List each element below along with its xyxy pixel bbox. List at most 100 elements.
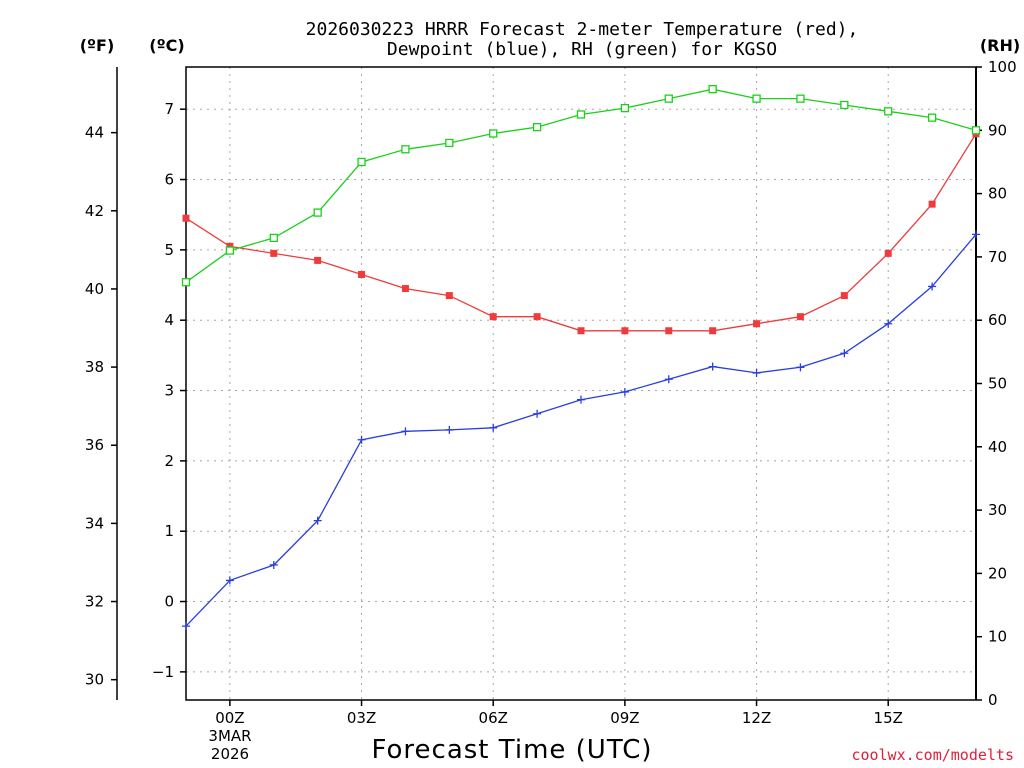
rh-tick-label: 80 bbox=[988, 185, 1007, 203]
dewpoint-point bbox=[620, 387, 629, 396]
dewpoint-point bbox=[577, 395, 585, 404]
rh-tick-label: 10 bbox=[988, 628, 1007, 646]
rh-tick-label: 0 bbox=[988, 691, 998, 709]
fahrenheit-tick-label: 30 bbox=[85, 671, 104, 689]
plot-frame bbox=[185, 66, 977, 701]
rh-tick-label: 70 bbox=[988, 248, 1007, 266]
rh-point bbox=[576, 110, 586, 119]
dewpoint-point bbox=[445, 425, 454, 434]
2-meter-temperature-point bbox=[182, 214, 190, 222]
rh-point bbox=[796, 94, 805, 103]
fahrenheit-tick-label: 44 bbox=[85, 124, 104, 142]
celsius-tick-label: 6 bbox=[164, 171, 174, 189]
rh-point bbox=[840, 100, 849, 110]
dewpoint-point bbox=[664, 375, 673, 384]
chart-title-line1: 2026030223 HRRR Forecast 2-meter Tempera… bbox=[306, 19, 859, 40]
x-tick-label: 00Z bbox=[215, 709, 244, 727]
dewpoint-point bbox=[884, 319, 893, 328]
dewpoint-point bbox=[972, 230, 980, 239]
rh-tick-label: 50 bbox=[988, 375, 1007, 393]
axes: −101234567303234363840424401020304050607… bbox=[85, 58, 1017, 727]
celsius-unit-label: (ºC) bbox=[149, 36, 184, 55]
data-series bbox=[181, 85, 981, 631]
2-meter-temperature-point bbox=[621, 327, 629, 335]
celsius-tick-label: −1 bbox=[152, 663, 174, 681]
x-tick-label: 09Z bbox=[610, 709, 639, 727]
rh-tick-label: 30 bbox=[988, 501, 1007, 519]
dewpoint-line bbox=[185, 233, 977, 627]
rh-tick-label: 20 bbox=[988, 564, 1007, 582]
fahrenheit-tick-label: 34 bbox=[85, 514, 104, 532]
date-day-label: 3MAR bbox=[208, 727, 251, 745]
rh-point bbox=[181, 278, 191, 287]
rh-point bbox=[532, 122, 542, 132]
celsius-tick-label: 4 bbox=[164, 311, 174, 329]
credit-text: coolwx.com/modelts bbox=[851, 746, 1014, 764]
x-tick-label: 03Z bbox=[347, 709, 376, 727]
grid-lines bbox=[186, 67, 976, 700]
dewpoint-point bbox=[928, 282, 937, 291]
x-tick-label: 12Z bbox=[742, 709, 771, 727]
rh-point bbox=[971, 126, 981, 135]
2-meter-temperature-point bbox=[489, 313, 497, 321]
2-meter-temperature-point bbox=[840, 292, 848, 300]
x-tick-label: 15Z bbox=[874, 709, 903, 727]
rh-point bbox=[752, 94, 761, 103]
2-meter-temperature-point bbox=[928, 200, 936, 208]
fahrenheit-tick-label: 40 bbox=[85, 280, 104, 298]
dewpoint-point bbox=[840, 349, 849, 358]
rh-point bbox=[401, 145, 410, 154]
dewpoint-point bbox=[752, 368, 761, 377]
rh-point bbox=[664, 94, 673, 103]
2-meter-temperature-point bbox=[796, 313, 804, 321]
rh-point bbox=[225, 246, 235, 255]
dewpoint-point bbox=[401, 427, 410, 436]
2-meter-temperature-point bbox=[884, 249, 892, 257]
x-axis-label: Forecast Time (UTC) bbox=[371, 735, 652, 765]
rh-point bbox=[313, 208, 322, 217]
dewpoint-point bbox=[313, 516, 322, 525]
rh-tick-label: 100 bbox=[988, 58, 1017, 76]
fahrenheit-tick-label: 38 bbox=[85, 358, 104, 376]
rh-tick-label: 40 bbox=[988, 438, 1007, 456]
x-tick-label: 06Z bbox=[479, 709, 508, 727]
dewpoint-point bbox=[533, 409, 542, 418]
dewpoint-point bbox=[225, 576, 234, 585]
celsius-tick-label: 3 bbox=[164, 382, 174, 400]
2-meter-temperature-point bbox=[753, 320, 761, 328]
chart-title-line2: Dewpoint (blue), RH (green) for KGSO bbox=[387, 39, 777, 60]
2-meter-temperature-point bbox=[226, 242, 234, 250]
dewpoint-point bbox=[489, 423, 498, 432]
rh-point bbox=[489, 129, 498, 138]
celsius-tick-label: 2 bbox=[164, 452, 174, 470]
rh-point bbox=[927, 113, 937, 122]
chart-title: 2026030223 HRRR Forecast 2-meter Tempera… bbox=[306, 19, 859, 60]
fahrenheit-tick-label: 42 bbox=[85, 202, 104, 220]
2-meter-temperature-point bbox=[665, 327, 673, 335]
celsius-tick-label: 5 bbox=[164, 241, 174, 259]
fahrenheit-unit-label: (ºF) bbox=[80, 36, 115, 55]
2-meter-temperature-point bbox=[401, 285, 409, 293]
dewpoint-point bbox=[796, 363, 805, 372]
2-meter-temperature-point bbox=[445, 292, 453, 300]
rh-tick-label: 90 bbox=[988, 121, 1007, 139]
rh-point bbox=[269, 233, 278, 243]
dewpoint-point bbox=[357, 435, 366, 444]
2-meter-temperature-point bbox=[709, 327, 717, 335]
rh-unit-label: (RH) bbox=[980, 36, 1020, 55]
2-meter-temperature-point bbox=[533, 313, 541, 321]
rh-series bbox=[181, 85, 981, 287]
fahrenheit-tick-label: 32 bbox=[85, 593, 104, 611]
rh-point bbox=[884, 107, 893, 116]
dewpoint-point bbox=[708, 362, 717, 371]
rh-point bbox=[445, 138, 454, 148]
2-meter-temperature-series bbox=[182, 130, 980, 335]
dewpoint-point bbox=[269, 560, 278, 569]
celsius-tick-label: 0 bbox=[164, 593, 174, 611]
fahrenheit-tick-label: 36 bbox=[85, 436, 104, 454]
rh-point bbox=[357, 157, 366, 167]
2-meter-temperature-point bbox=[270, 249, 278, 257]
2-meter-temperature-line bbox=[185, 133, 977, 332]
date-year-label: 2026 bbox=[211, 745, 249, 763]
2-meter-temperature-point bbox=[577, 327, 585, 335]
